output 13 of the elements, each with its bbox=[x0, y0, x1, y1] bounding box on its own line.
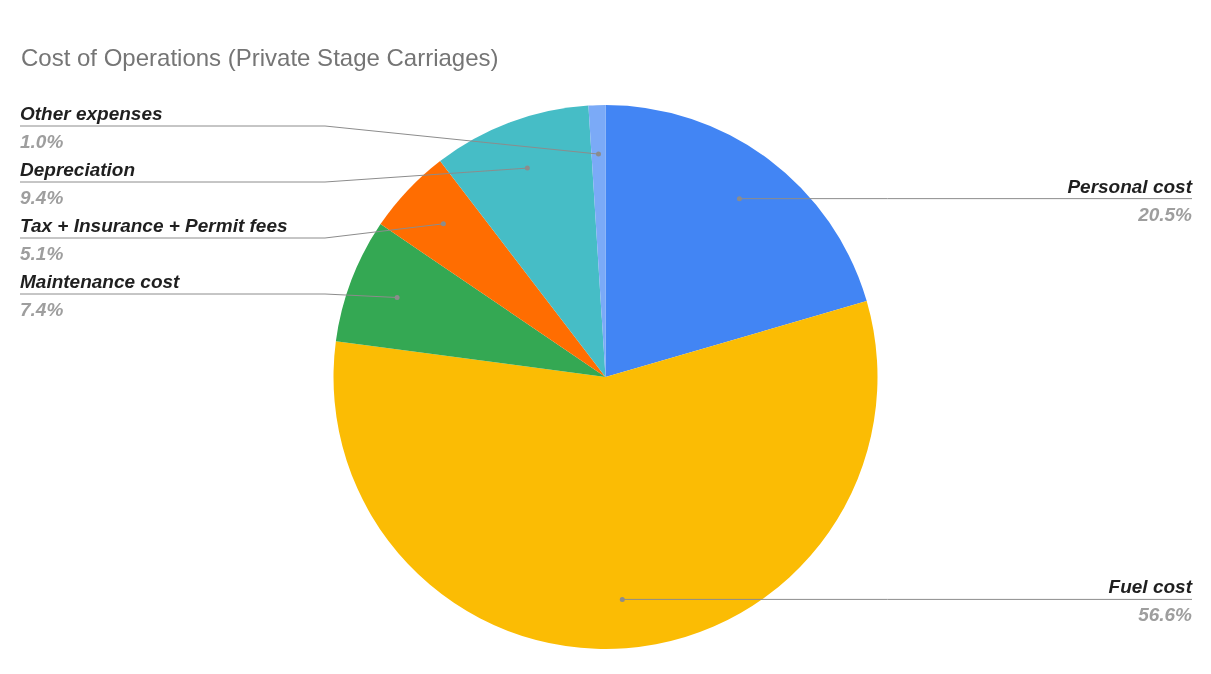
slice-label: Personal cost bbox=[1067, 175, 1193, 197]
slice-label: Tax + Insurance + Permit fees bbox=[20, 215, 288, 236]
data-label: 20.5% bbox=[1137, 203, 1193, 225]
slice-label: Other expenses bbox=[20, 103, 163, 124]
data-label: 5.1% bbox=[20, 243, 64, 264]
chart-title: Cost of Operations (Private Stage Carriages) bbox=[21, 44, 499, 72]
slice-label: Depreciation bbox=[20, 159, 136, 180]
slice-label: Fuel cost bbox=[1108, 576, 1193, 598]
data-label: 9.4% bbox=[20, 187, 64, 208]
data-label: 7.4% bbox=[20, 299, 64, 320]
slice-label: Maintenance cost bbox=[20, 271, 181, 292]
data-label: 56.6% bbox=[1138, 604, 1193, 626]
data-label: 1.0% bbox=[20, 131, 64, 152]
